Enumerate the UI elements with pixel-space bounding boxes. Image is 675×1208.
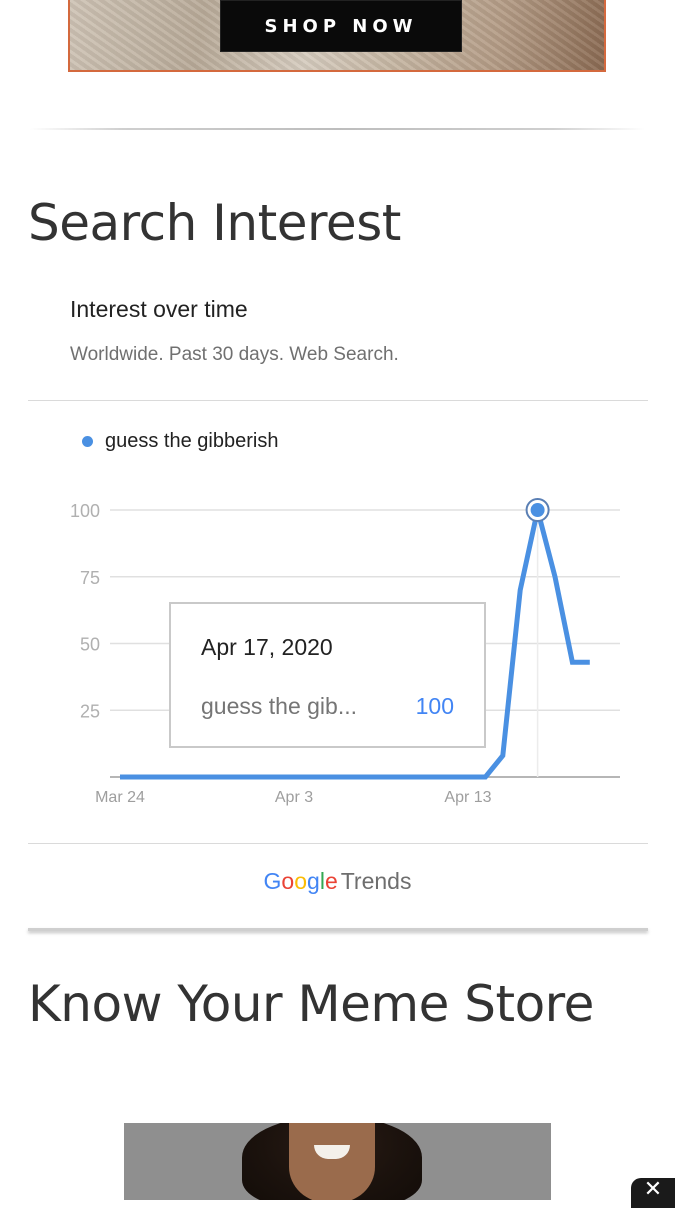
section-divider <box>30 128 645 130</box>
legend-label: guess the gibberish <box>105 430 279 452</box>
search-interest-heading: Search Interest <box>28 194 401 252</box>
x-tick-label: Apr 3 <box>275 789 313 806</box>
interest-subtitle: Worldwide. Past 30 days. Web Search. <box>70 344 399 365</box>
chart-legend: guess the gibberish <box>82 430 278 453</box>
card-divider <box>28 400 648 401</box>
interest-over-time-title: Interest over time <box>70 296 248 322</box>
y-tick-label-75: 75 <box>80 568 100 588</box>
meme-store-heading: Know Your Meme Store <box>28 975 594 1033</box>
tooltip-term: guess the gib... <box>201 693 357 719</box>
tooltip-date: Apr 17, 2020 <box>201 634 333 660</box>
card-footer-divider <box>28 843 648 844</box>
y-tick-label-100: 100 <box>70 501 100 521</box>
product-model-face <box>289 1123 375 1200</box>
chart-tooltip: Apr 17, 2020 guess the gib... 100 <box>169 602 486 748</box>
x-tick-label: Apr 13 <box>444 789 491 806</box>
tooltip-value: 100 <box>415 693 454 719</box>
interest-chart[interactable]: 25 50 75 100 Mar 24 Apr 3 Apr 13 <box>0 480 675 820</box>
google-trends-logo[interactable]: Google Trends <box>263 868 412 894</box>
store-product-image[interactable] <box>124 1123 551 1200</box>
shop-banner-ad[interactable]: SHOP NOW <box>68 0 606 72</box>
highlight-point <box>530 503 545 517</box>
close-icon[interactable]: ✕ <box>631 1178 675 1208</box>
shop-now-button[interactable]: SHOP NOW <box>220 0 462 52</box>
series-line <box>120 509 590 780</box>
y-tick-label-25: 25 <box>80 701 100 721</box>
product-model-smile <box>314 1145 350 1159</box>
x-tick-label: Mar 24 <box>95 789 145 806</box>
y-tick-label-50: 50 <box>80 635 100 655</box>
trends-label: Trends <box>340 868 412 894</box>
card-bottom-edge <box>28 928 648 931</box>
legend-dot-icon <box>82 436 93 447</box>
